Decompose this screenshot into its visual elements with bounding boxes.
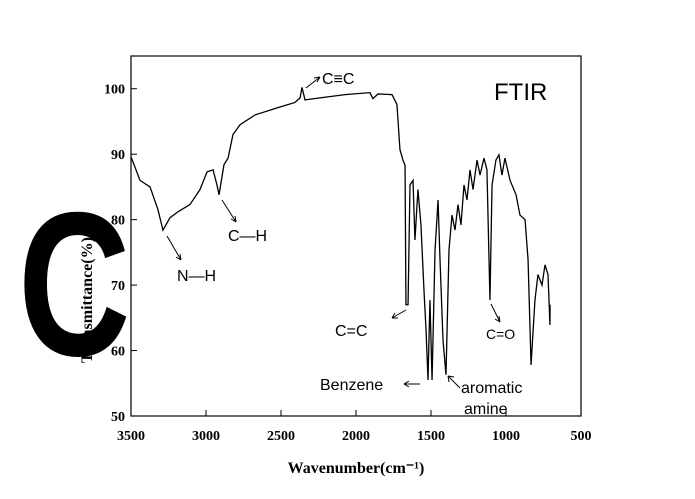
x-tick-label: 2000	[342, 429, 370, 444]
annotation: Benzene	[320, 377, 383, 394]
annotation: amine	[464, 401, 508, 418]
y-tick-label: 50	[111, 410, 125, 425]
x-tick-label: 3500	[117, 429, 145, 444]
y-axis-label: Transmittance(%)	[79, 237, 96, 363]
x-tick-label: 1000	[492, 429, 520, 444]
plot	[130, 87, 551, 381]
annotation: aromatic	[461, 380, 522, 397]
y-tick-label: 90	[111, 148, 125, 163]
y-tick-label: 80	[111, 214, 125, 229]
x-tick-label: 3000	[192, 429, 220, 444]
plot-frame	[130, 55, 582, 417]
annotation: C≡C	[322, 71, 354, 88]
annotation: C=O	[486, 326, 515, 342]
axes: 3500 3000 2500 2000 1500 1000 500 50 60 70 80 90 100	[104, 83, 592, 444]
annotation: N—H	[177, 268, 216, 285]
x-tick-label: 2500	[267, 429, 295, 444]
annotation: FTIR	[494, 79, 547, 106]
spectrum-line	[130, 87, 551, 381]
overlay-letter: C	[18, 169, 131, 399]
annotation: C—H	[228, 228, 267, 245]
y-tick-label: 70	[111, 279, 125, 294]
arrows	[166, 76, 501, 389]
y-tick-label: 60	[111, 345, 125, 360]
x-tick-label: 500	[571, 429, 592, 444]
x-axis-label: Wavenumber(cm⁻¹)	[288, 460, 425, 477]
x-tick-label: 1500	[417, 429, 445, 444]
y-tick-label: 100	[104, 83, 125, 98]
annotation: C=C	[335, 323, 367, 340]
